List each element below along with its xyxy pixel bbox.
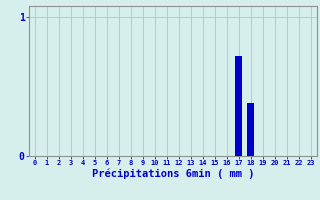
Bar (235, 56, 243, 156)
Bar (247, 103, 254, 156)
X-axis label: Précipitations 6min ( mm ): Précipitations 6min ( mm ) (92, 169, 254, 179)
